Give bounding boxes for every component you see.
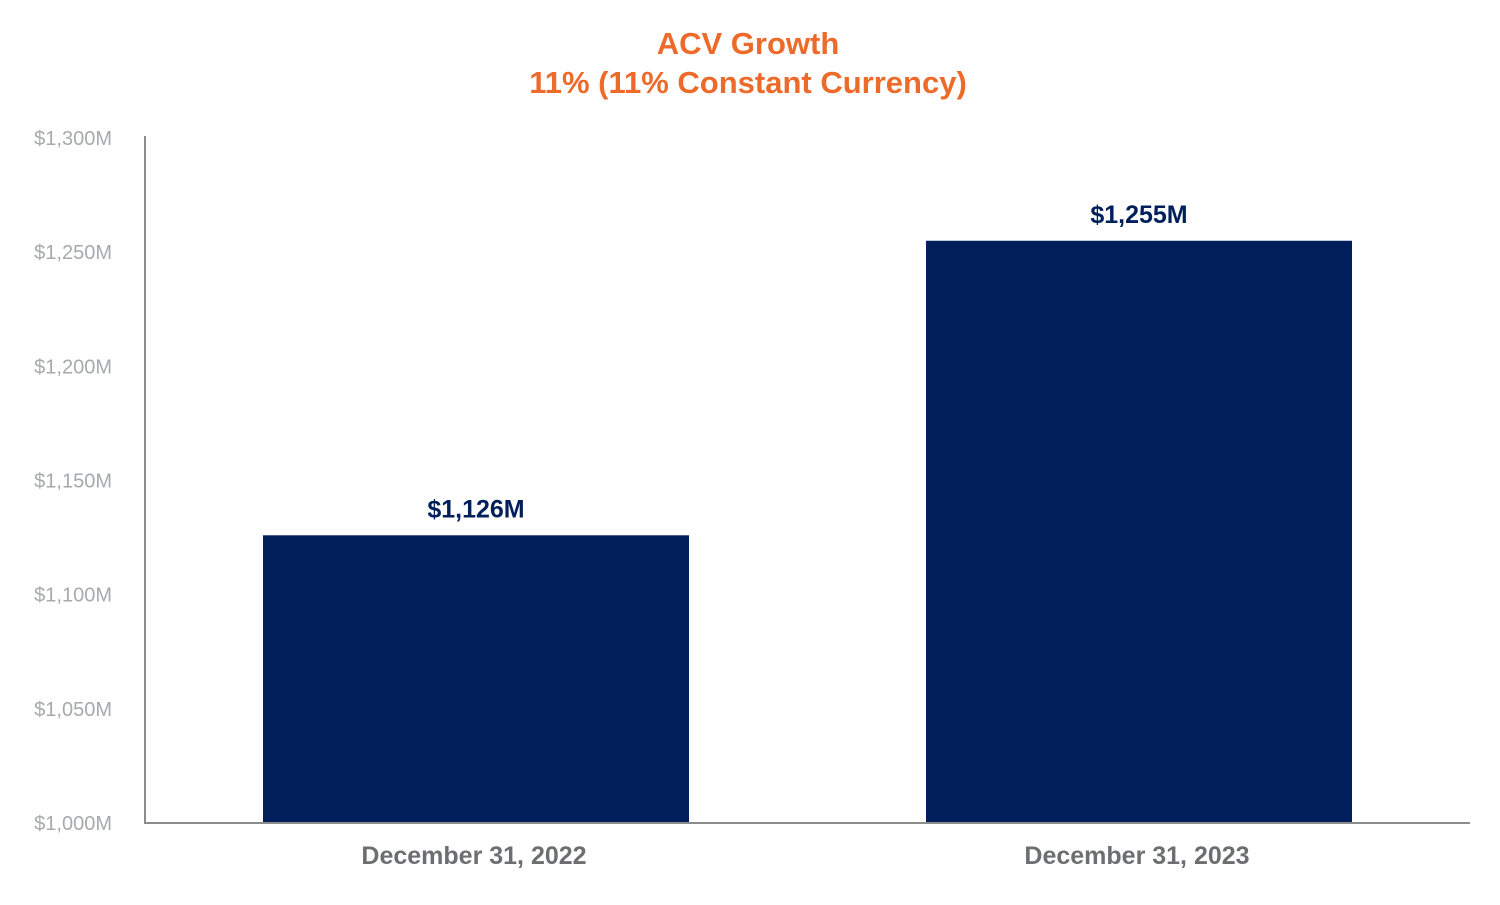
x-axis-ticks: December 31, 2022 December 31, 2023: [361, 842, 1249, 870]
bar: [263, 535, 689, 823]
x-tick-label: December 31, 2022: [361, 842, 586, 870]
y-axis-ticks: $1,000M $1,050M $1,100M $1,150M $1,200M $1,25…: [34, 128, 112, 835]
data-labels: $1,126M $1,255M: [427, 201, 1187, 524]
bar-data-label: $1,255M: [1090, 201, 1187, 229]
y-tick-label: $1,250M: [34, 242, 112, 264]
chart-title: ACV Growth: [657, 26, 840, 61]
chart-subtitle: 11% (11% Constant Currency): [529, 65, 967, 100]
y-tick-label: $1,150M: [34, 471, 112, 493]
bar-data-label: $1,126M: [427, 495, 524, 523]
bar: [926, 240, 1352, 823]
x-tick-label: December 31, 2023: [1024, 842, 1249, 870]
y-tick-label: $1,200M: [34, 356, 112, 378]
y-tick-label: $1,100M: [34, 585, 112, 607]
y-tick-label: $1,300M: [34, 128, 112, 150]
y-tick-label: $1,050M: [34, 699, 112, 721]
bars: [263, 240, 1352, 823]
y-tick-label: $1,000M: [34, 813, 112, 835]
